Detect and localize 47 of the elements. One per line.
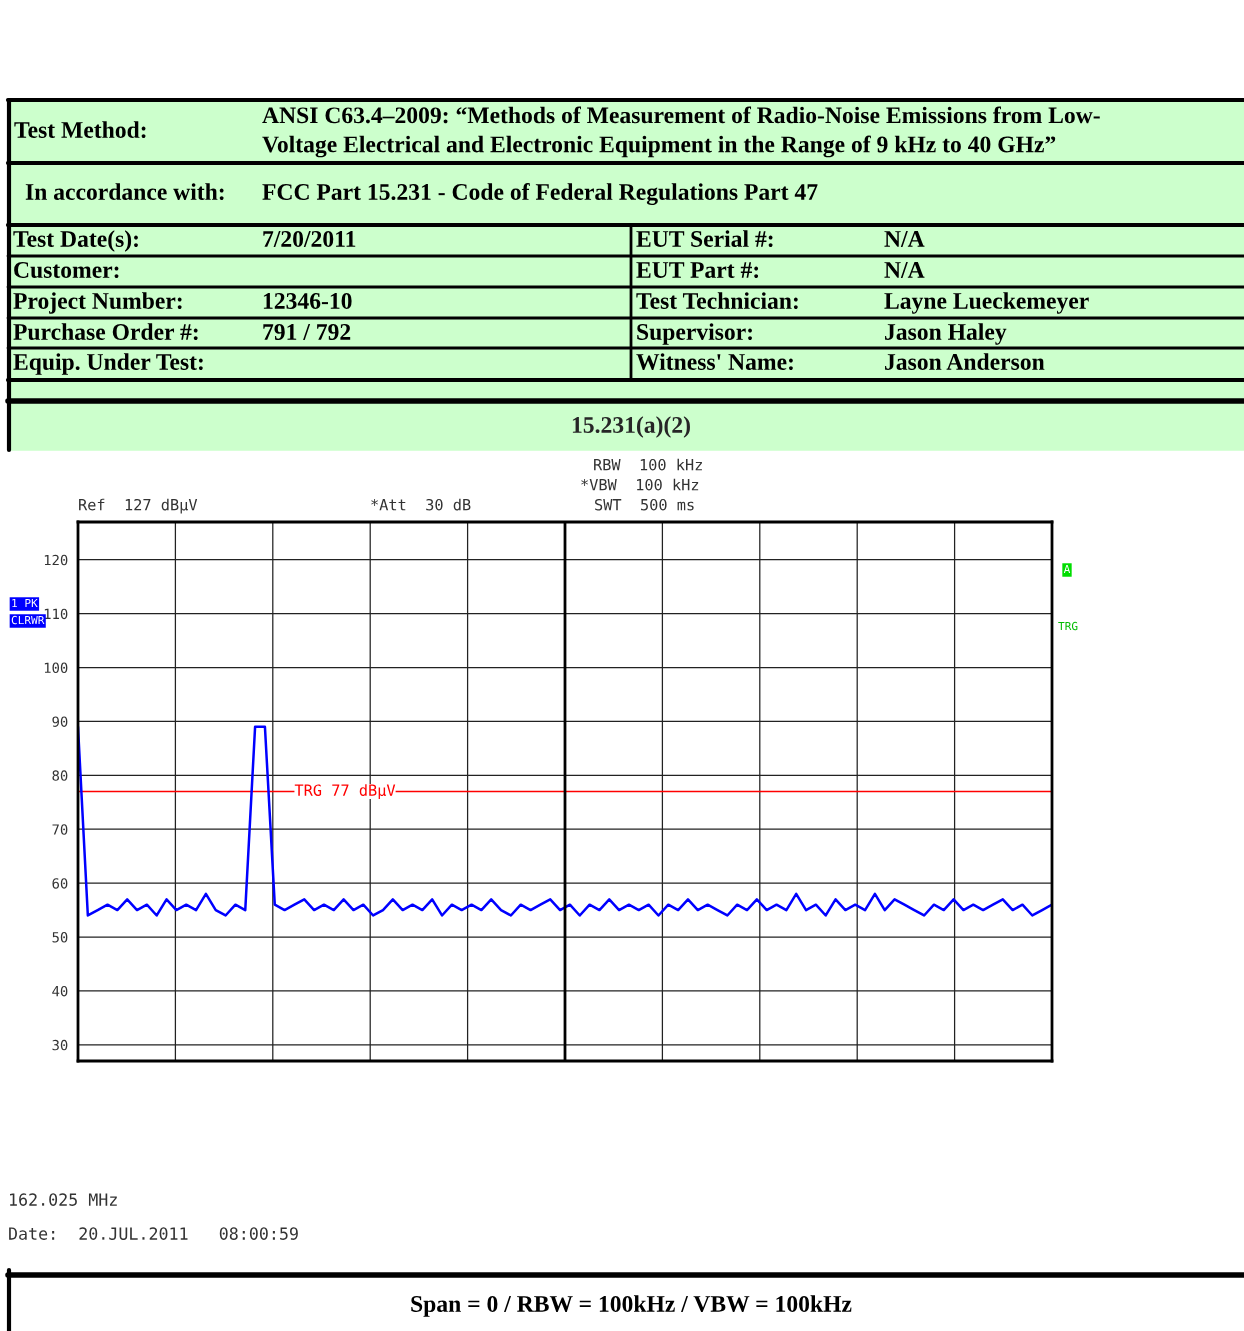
text: 791 / 792	[263, 324, 351, 340]
text: In accordance with:	[25, 183, 224, 201]
text: Test Date(s):	[13, 230, 138, 252]
text: 12346-10	[263, 292, 352, 309]
text: Test Method:	[14, 121, 146, 139]
text: Equip. Under Test:	[13, 353, 203, 375]
text: ANSI C63.4–2009: “Methods of Measurement of Radio-Noise Emissions from Low- Voltage Electrical and Electronic Equipment in the Range of 9 kHz to 40 GHz”	[262, 106, 1100, 158]
y-tick-label: 50	[52, 932, 68, 943]
y-tick-label: 90	[52, 716, 68, 727]
text: Project Number:	[13, 292, 182, 314]
line-series	[78, 725, 1052, 917]
y-tick-label: 120	[44, 554, 68, 566]
text: SWT 500 ms	[595, 498, 694, 511]
y-tick-label: 70	[52, 824, 68, 835]
text: Witness' Name:	[636, 353, 793, 371]
text: TRG	[1058, 621, 1078, 631]
text: N/A	[884, 231, 925, 247]
text: EUT Serial #:	[636, 230, 773, 248]
text: *Att 30 dB	[371, 498, 471, 511]
text: Test Technician:	[636, 292, 798, 310]
y-tick-label: 80	[52, 770, 68, 781]
text: Span = 0 / RBW = 100kHz / VBW = 100kHz	[411, 1295, 852, 1317]
text: Ref 127 dBµV	[79, 498, 198, 514]
y-tick-label: 100	[44, 662, 68, 674]
y-tick-label: 110	[44, 608, 68, 620]
text: FCC Part 15.231 - Code of Federal Regulations Part 47	[262, 183, 818, 205]
text: Purchase Order #:	[13, 323, 198, 341]
text: 7/20/2011	[263, 230, 356, 247]
text: *VBW 100 kHz	[581, 478, 699, 491]
text: 1 PK	[12, 598, 38, 608]
text: A	[1063, 564, 1071, 574]
text: Date: 20.JUL.2011 08:00:59	[9, 1227, 298, 1240]
y-tick-label: 60	[52, 878, 68, 889]
text: 162.025 MHz	[10, 1193, 117, 1206]
text: EUT Part #:	[636, 262, 759, 279]
text: Customer:	[14, 262, 119, 279]
y-tick-label: 30	[52, 1039, 68, 1051]
text: RBW 100 kHz	[594, 458, 702, 471]
text: N/A	[884, 262, 925, 278]
ref-line-label: TRG 77 dBµV	[294, 784, 396, 799]
text: Jason Haley	[885, 323, 1007, 345]
text: Jason Anderson	[885, 353, 1045, 370]
y-tick-label: 40	[52, 985, 68, 997]
chart-title: 15.231(a)(2)	[572, 416, 690, 438]
text: Supervisor:	[637, 323, 752, 345]
text: CLRWR	[11, 615, 45, 625]
text: Layne Lueckemeyer	[884, 292, 1089, 314]
